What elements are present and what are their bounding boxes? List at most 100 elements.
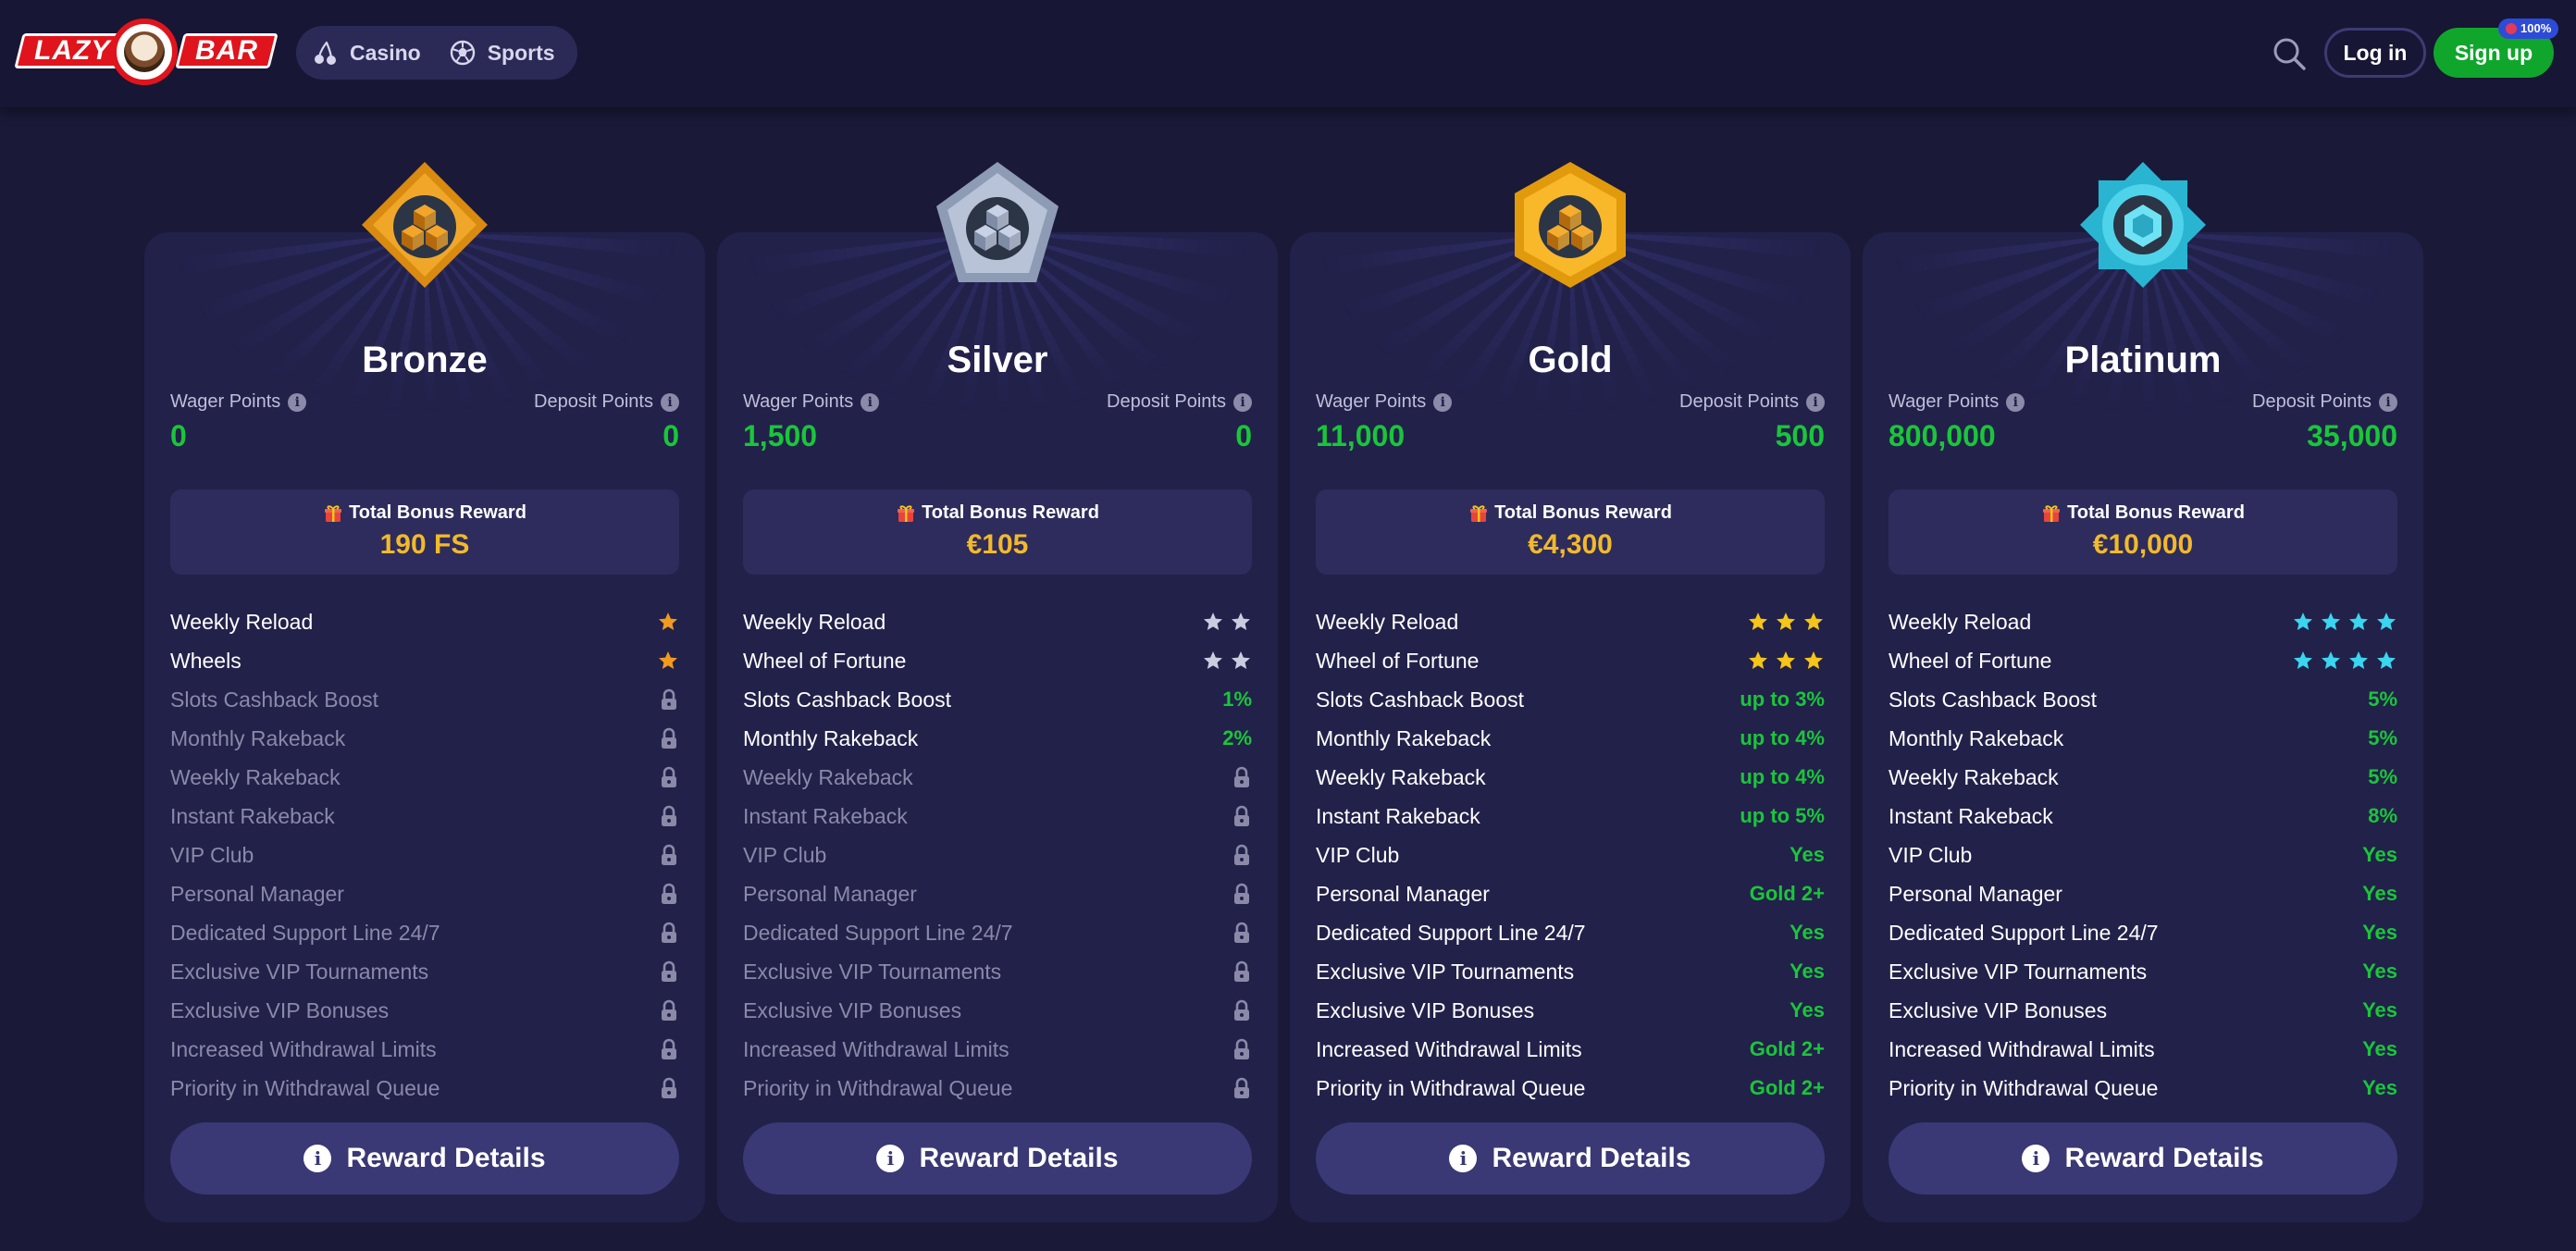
- lock-icon: [662, 960, 676, 982]
- signup-button[interactable]: Sign up: [2434, 28, 2554, 78]
- feature-value: 5%: [2368, 687, 2397, 711]
- feature-row: Instant Rakeback up to 5%: [1316, 797, 1825, 836]
- nav-casino-label: Casino: [350, 40, 421, 65]
- feature-status: [1747, 650, 1825, 672]
- feature-value: Yes: [1790, 960, 1825, 983]
- lock-icon: [1234, 766, 1249, 787]
- total-bonus-title-text: Total Bonus Reward: [349, 502, 526, 523]
- feature-row: Increased Withdrawal Limits: [743, 1030, 1252, 1069]
- star-icon: [2294, 651, 2312, 669]
- feature-value: 5%: [2368, 726, 2397, 749]
- feature-list: Weekly Reload Wheels Slots Cashback Boos…: [170, 602, 679, 1108]
- reward-details-label: Reward Details: [2064, 1143, 2264, 1173]
- reward-details-button[interactable]: i Reward Details: [170, 1122, 679, 1195]
- feature-name: Increased Withdrawal Limits: [1316, 1036, 1582, 1061]
- feature-row: Instant Rakeback: [743, 797, 1252, 836]
- feature-value: Gold 2+: [1749, 882, 1825, 905]
- feature-name: Exclusive VIP Tournaments: [743, 959, 1002, 984]
- gift-dot-icon: [2506, 23, 2517, 34]
- feature-row: Monthly Rakeback 2%: [743, 719, 1252, 758]
- info-icon[interactable]: i: [661, 392, 679, 412]
- points-row: Wager Points i Deposit Points i 1,500 0: [743, 391, 1252, 465]
- info-icon[interactable]: i: [1433, 392, 1453, 412]
- info-icon[interactable]: i: [1233, 392, 1252, 412]
- feature-status: [1232, 766, 1252, 788]
- feature-status: [657, 650, 679, 672]
- feature-name: VIP Club: [170, 842, 254, 867]
- total-bonus-title-text: Total Bonus Reward: [2067, 502, 2245, 523]
- total-bonus-title: Total Bonus Reward: [743, 502, 1252, 524]
- reward-details-label: Reward Details: [919, 1143, 1119, 1173]
- feature-row: Wheel of Fortune: [743, 641, 1252, 680]
- info-icon[interactable]: i: [1806, 392, 1825, 412]
- feature-name: Monthly Rakeback: [1316, 725, 1492, 750]
- feature-name: Weekly Reload: [743, 609, 886, 634]
- search-icon[interactable]: [2271, 35, 2308, 72]
- feature-row: Weekly Rakeback: [743, 758, 1252, 797]
- tier-name: Gold: [1528, 340, 1613, 380]
- feature-row: Weekly Reload: [170, 602, 679, 641]
- total-bonus-title-text: Total Bonus Reward: [922, 502, 1099, 523]
- feature-name: Increased Withdrawal Limits: [1889, 1036, 2155, 1061]
- feature-name: Wheel of Fortune: [1889, 648, 2052, 673]
- reward-details-button[interactable]: i Reward Details: [1889, 1122, 2397, 1195]
- feature-list: Weekly Reload Wheel of Fortune Slots Cas…: [1889, 602, 2397, 1108]
- feature-status: up to 3%: [1740, 687, 1825, 712]
- feature-status: [2292, 611, 2397, 633]
- feature-value: 2%: [1222, 726, 1252, 749]
- feature-status: Gold 2+: [1750, 1037, 1825, 1061]
- deposit-points-label-text: Deposit Points: [1679, 391, 1799, 412]
- feature-value: Yes: [2362, 1076, 2397, 1099]
- feature-name: Wheel of Fortune: [1316, 648, 1480, 673]
- reward-details-button[interactable]: i Reward Details: [743, 1122, 1252, 1195]
- info-icon: i: [2022, 1145, 2050, 1172]
- feature-status: [1232, 1077, 1252, 1099]
- feature-row: Slots Cashback Boost 1%: [743, 680, 1252, 719]
- login-button[interactable]: Log in: [2324, 28, 2426, 78]
- feature-name: Monthly Rakeback: [170, 725, 346, 750]
- feature-row: Exclusive VIP Bonuses: [170, 991, 679, 1030]
- deposit-points-value: 0: [663, 419, 679, 452]
- tier-card-gold: Gold Wager Points i Deposit Points i 11,…: [1290, 162, 1851, 1222]
- deposit-points-label-text: Deposit Points: [534, 391, 653, 412]
- lock-icon: [662, 883, 676, 904]
- info-icon[interactable]: i: [2006, 392, 2025, 412]
- lazybar-logo[interactable]: LAZY BAR: [14, 17, 279, 87]
- nav-casino[interactable]: Casino: [311, 39, 421, 67]
- feature-status: [659, 766, 679, 788]
- info-icon[interactable]: i: [288, 392, 307, 412]
- feature-name: Instant Rakeback: [170, 803, 335, 828]
- feature-status: [659, 922, 679, 944]
- feature-status: Yes: [2362, 1037, 2397, 1061]
- deposit-points-label-text: Deposit Points: [2252, 391, 2372, 412]
- main-nav: Casino Sports: [296, 26, 577, 80]
- feature-name: Dedicated Support Line 24/7: [170, 920, 440, 945]
- deposit-points-label: Deposit Points i: [1107, 391, 1252, 413]
- feature-row: Weekly Reload: [743, 602, 1252, 641]
- feature-value: 8%: [2368, 804, 2397, 827]
- feature-row: Personal Manager: [170, 874, 679, 913]
- feature-name: VIP Club: [1889, 842, 1973, 867]
- feature-name: Slots Cashback Boost: [1889, 687, 2098, 712]
- feature-name: Dedicated Support Line 24/7: [1316, 920, 1586, 945]
- info-icon[interactable]: i: [861, 392, 880, 412]
- wager-points-label: Wager Points i: [1316, 391, 1453, 413]
- gift-icon: [1470, 504, 1488, 522]
- nav-sports[interactable]: Sports: [449, 39, 555, 67]
- feature-status: [659, 805, 679, 827]
- feature-status: [1232, 922, 1252, 944]
- feature-name: Personal Manager: [743, 881, 917, 906]
- total-bonus-title: Total Bonus Reward: [1889, 502, 2397, 524]
- star-icon: [1777, 613, 1795, 630]
- feature-row: Dedicated Support Line 24/7 Yes: [1889, 913, 2397, 952]
- lock-icon: [662, 766, 676, 787]
- feature-value: up to 4%: [1740, 726, 1825, 749]
- gift-icon: [325, 504, 342, 522]
- lock-icon: [1234, 805, 1249, 826]
- lock-icon: [662, 922, 676, 943]
- feature-status: Yes: [1790, 960, 1825, 984]
- reward-details-button[interactable]: i Reward Details: [1316, 1122, 1825, 1195]
- wager-points-label-text: Wager Points: [1889, 391, 2000, 412]
- info-icon[interactable]: i: [2379, 392, 2397, 412]
- feature-row: Exclusive VIP Tournaments: [743, 952, 1252, 991]
